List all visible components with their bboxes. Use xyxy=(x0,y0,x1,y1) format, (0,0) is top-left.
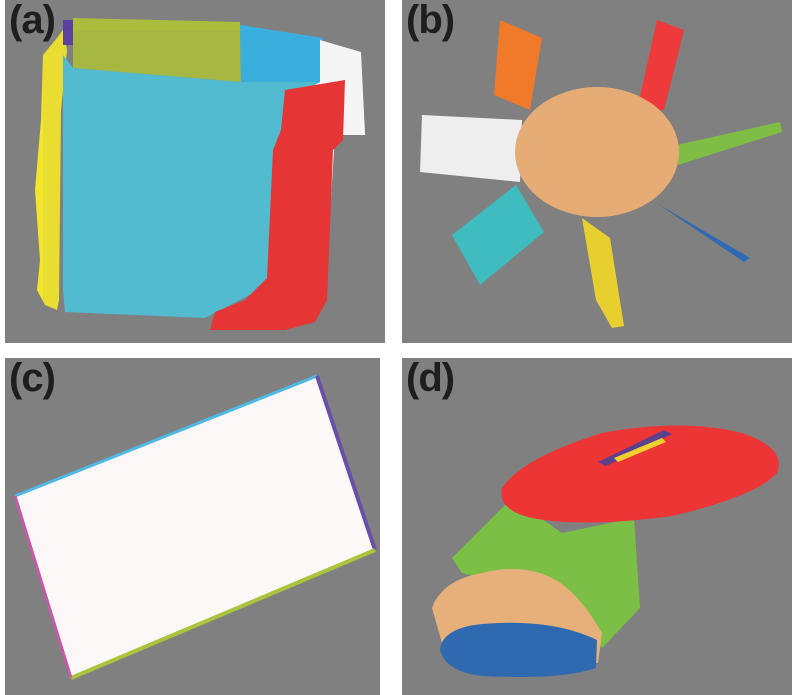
panel-a: (a) xyxy=(5,0,385,343)
panel-label: (b) xyxy=(406,0,455,42)
panel-label: (a) xyxy=(9,0,56,42)
segmented-shape-image xyxy=(432,425,779,677)
segmented-fan-image xyxy=(420,20,782,328)
panel-c: (c) xyxy=(5,358,380,695)
segmented-cylinder-image xyxy=(35,18,365,330)
panel-b: (b) xyxy=(402,0,792,343)
panel-label: (d) xyxy=(406,358,455,400)
segmented-plane-image xyxy=(13,374,377,680)
panel-label: (c) xyxy=(9,358,56,400)
panel-d: (d) xyxy=(402,358,792,695)
